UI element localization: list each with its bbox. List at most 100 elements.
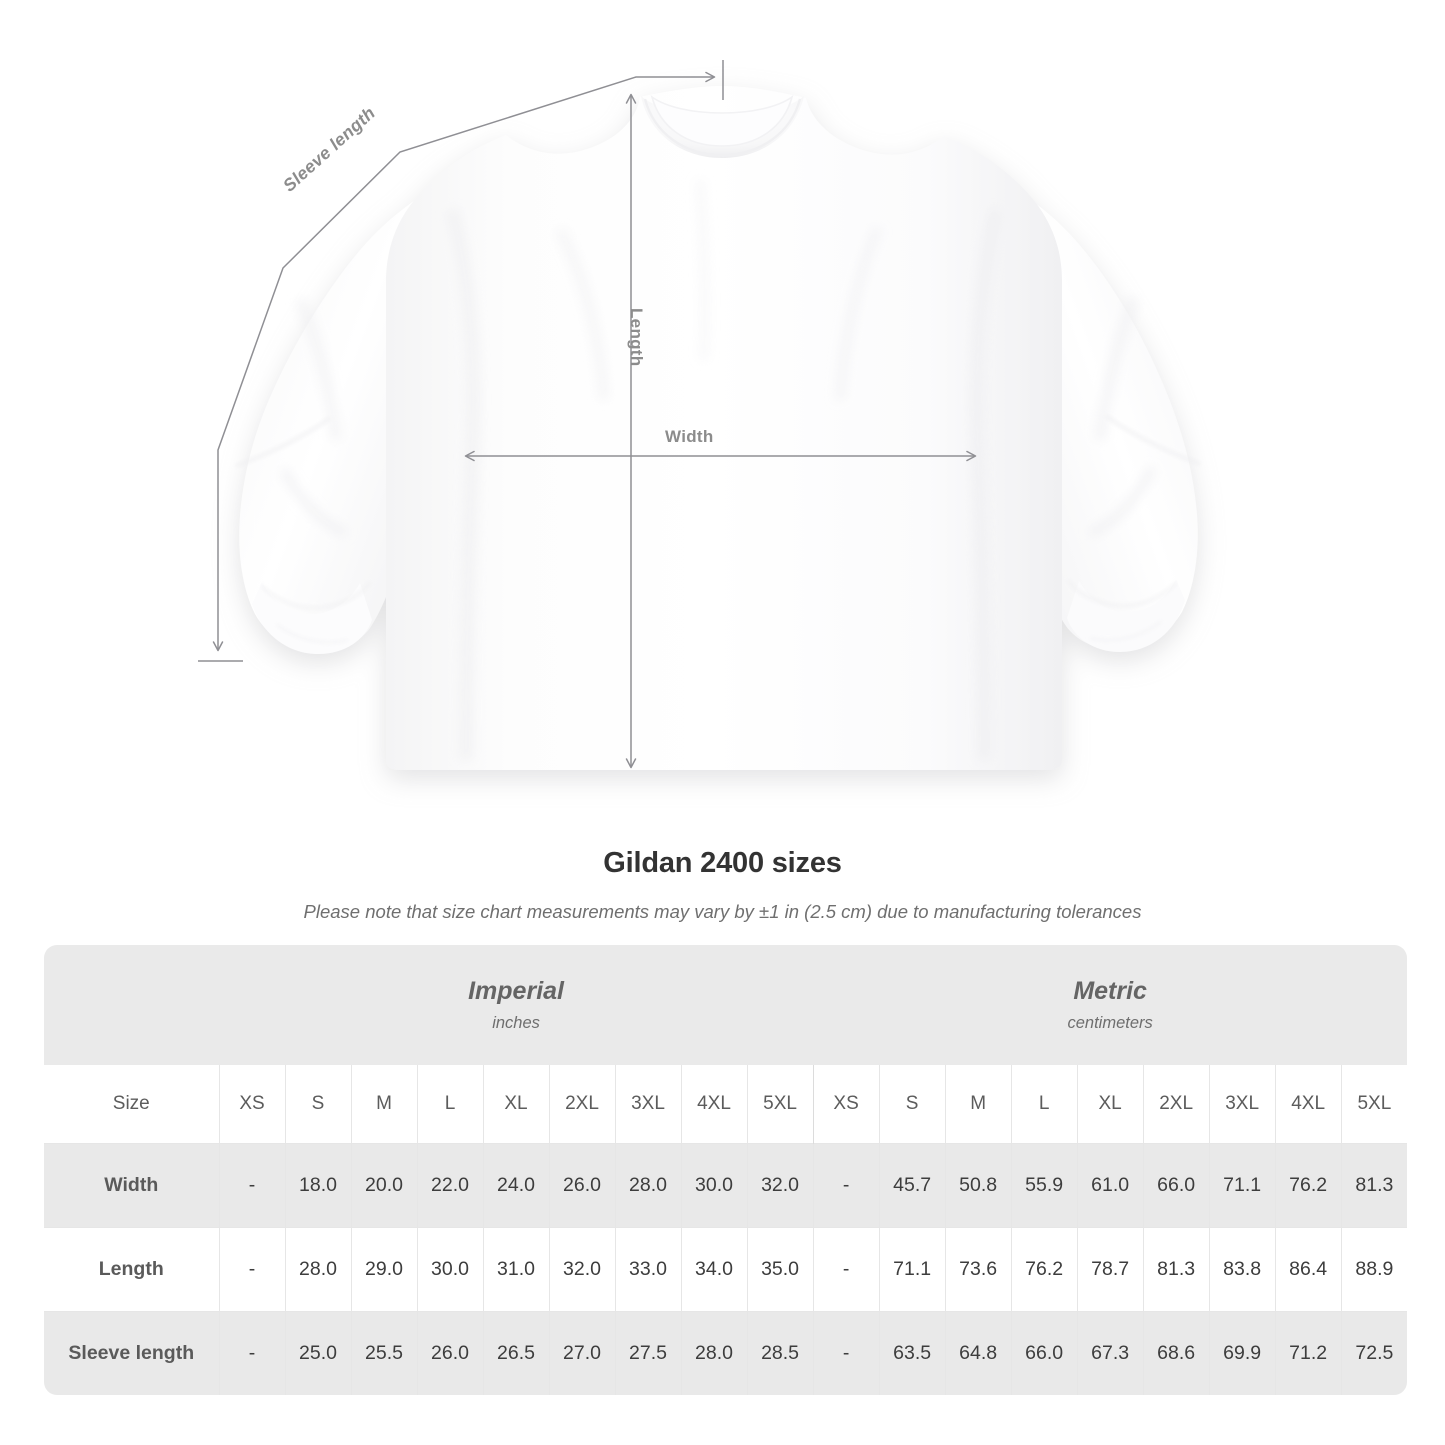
cell-width-metric-xl: 61.0: [1076, 1143, 1144, 1228]
cell-sleeve-imperial-s: 25.0: [284, 1311, 351, 1395]
header-imperial-m: M: [350, 1065, 417, 1144]
cell-width-imperial-s: 18.0: [284, 1143, 351, 1228]
cell-length-imperial-m: 29.0: [350, 1227, 417, 1312]
cell-width-metric-l: 55.9: [1010, 1143, 1078, 1228]
units-imperial-cell: Imperial inches: [219, 945, 814, 1065]
cell-length-imperial-xl: 31.0: [482, 1227, 549, 1312]
cell-width-imperial-2xl: 26.0: [548, 1143, 615, 1228]
measurement-lines: [198, 60, 977, 769]
metric-system-label: Metric: [1073, 977, 1147, 1005]
cell-length-metric-xl: 78.7: [1076, 1227, 1144, 1312]
cell-sleeve-metric-3xl: 69.9: [1208, 1311, 1276, 1395]
cell-sleeve-imperial-xl: 26.5: [482, 1311, 549, 1395]
table-row: Sleeve length - 25.0 25.5 26.0 26.5 27.0…: [44, 1311, 1408, 1395]
header-imperial-l: L: [416, 1065, 483, 1144]
cell-width-imperial-xl: 24.0: [482, 1143, 549, 1228]
cell-length-imperial-5xl: 35.0: [746, 1227, 814, 1312]
cell-width-imperial-5xl: 32.0: [746, 1143, 814, 1228]
length-label: Length: [627, 308, 646, 367]
cell-sleeve-metric-m: 64.8: [944, 1311, 1012, 1395]
cell-width-metric-s: 45.7: [878, 1143, 946, 1228]
sleeve-length-line: [212, 71, 716, 652]
cell-width-metric-5xl: 81.3: [1340, 1143, 1408, 1228]
cell-sleeve-metric-s: 63.5: [878, 1311, 946, 1395]
cell-sleeve-imperial-4xl: 28.0: [680, 1311, 747, 1395]
cell-width-imperial-3xl: 28.0: [614, 1143, 681, 1228]
row-label-sleeve-length: Sleeve length: [44, 1311, 219, 1395]
row-label-width: Width: [44, 1143, 219, 1228]
tolerance-note: Please note that size chart measurements…: [303, 901, 1142, 922]
size-chart-table-wrap: Imperial inches Metric centimeters Size …: [44, 945, 1408, 1395]
table-row: Length - 28.0 29.0 30.0 31.0 32.0 33.0 3…: [44, 1227, 1408, 1312]
cell-sleeve-imperial-3xl: 27.5: [614, 1311, 681, 1395]
cell-sleeve-imperial-l: 26.0: [416, 1311, 483, 1395]
cell-length-imperial-s: 28.0: [284, 1227, 351, 1312]
size-chart-table: Imperial inches Metric centimeters Size …: [44, 945, 1408, 1395]
cell-sleeve-metric-5xl: 72.5: [1340, 1311, 1408, 1395]
header-metric-4xl: 4XL: [1274, 1065, 1342, 1144]
header-imperial-4xl: 4XL: [680, 1065, 747, 1144]
title-block: Gildan 2400 sizes Please note that size …: [0, 845, 1445, 924]
cell-width-metric-m: 50.8: [944, 1143, 1012, 1228]
size-header-row: Size XS S M L XL 2XL 3XL 4XL 5XL XS S M …: [44, 1065, 1408, 1144]
header-metric-s: S: [878, 1065, 946, 1144]
garment-diagram: Sleeve length Length Width: [198, 60, 1201, 770]
units-metric-cell: Metric centimeters: [813, 945, 1408, 1065]
header-metric-3xl: 3XL: [1208, 1065, 1276, 1144]
cell-width-imperial-4xl: 30.0: [680, 1143, 747, 1228]
cell-length-imperial-2xl: 32.0: [548, 1227, 615, 1312]
header-metric-5xl: 5XL: [1340, 1065, 1408, 1144]
cell-length-imperial-4xl: 34.0: [680, 1227, 747, 1312]
header-metric-xs: XS: [812, 1065, 880, 1144]
row-label-length: Length: [44, 1227, 219, 1312]
header-imperial-3xl: 3XL: [614, 1065, 681, 1144]
cell-sleeve-imperial-m: 25.5: [350, 1311, 417, 1395]
header-imperial-2xl: 2XL: [548, 1065, 615, 1144]
header-metric-2xl: 2XL: [1142, 1065, 1210, 1144]
cell-width-imperial-xs: -: [218, 1143, 285, 1228]
cell-sleeve-imperial-2xl: 27.0: [548, 1311, 615, 1395]
width-label: Width: [665, 427, 714, 446]
cell-width-metric-2xl: 66.0: [1142, 1143, 1210, 1228]
header-imperial-xs: XS: [218, 1065, 285, 1144]
table-row: Width - 18.0 20.0 22.0 24.0 26.0 28.0 30…: [44, 1143, 1408, 1228]
cell-length-imperial-l: 30.0: [416, 1227, 483, 1312]
cell-length-metric-l: 76.2: [1010, 1227, 1078, 1312]
imperial-unit-detail: inches: [492, 1014, 540, 1032]
shirt-illustration: [198, 60, 1201, 770]
cell-sleeve-metric-2xl: 68.6: [1142, 1311, 1210, 1395]
cell-length-metric-xs: -: [812, 1227, 880, 1312]
cell-length-imperial-xs: -: [218, 1227, 285, 1312]
imperial-system-label: Imperial: [468, 977, 564, 1005]
cell-width-metric-3xl: 71.1: [1208, 1143, 1276, 1228]
cell-length-metric-2xl: 81.3: [1142, 1227, 1210, 1312]
cell-sleeve-metric-4xl: 71.2: [1274, 1311, 1342, 1395]
cell-length-metric-m: 73.6: [944, 1227, 1012, 1312]
cell-width-imperial-m: 20.0: [350, 1143, 417, 1228]
header-imperial-5xl: 5XL: [746, 1065, 814, 1144]
shirt-body: [386, 86, 1062, 770]
units-blank-cell: [44, 945, 219, 1065]
header-size-label: Size: [44, 1065, 219, 1144]
units-header-row: Imperial inches Metric centimeters: [44, 945, 1408, 1065]
cell-width-imperial-l: 22.0: [416, 1143, 483, 1228]
cell-length-metric-4xl: 86.4: [1274, 1227, 1342, 1312]
header-metric-m: M: [944, 1065, 1012, 1144]
page-title: Gildan 2400 sizes: [603, 847, 842, 879]
metric-unit-detail: centimeters: [1067, 1014, 1153, 1032]
cell-sleeve-imperial-xs: -: [218, 1311, 285, 1395]
cell-length-imperial-3xl: 33.0: [614, 1227, 681, 1312]
cell-sleeve-metric-xl: 67.3: [1076, 1311, 1144, 1395]
header-imperial-xl: XL: [482, 1065, 549, 1144]
shirt-body-group: [239, 86, 1198, 770]
cell-width-metric-xs: -: [812, 1143, 880, 1228]
header-metric-l: L: [1010, 1065, 1078, 1144]
cell-width-metric-4xl: 76.2: [1274, 1143, 1342, 1228]
cell-sleeve-metric-xs: -: [812, 1311, 880, 1395]
cell-length-metric-3xl: 83.8: [1208, 1227, 1276, 1312]
cell-length-metric-s: 71.1: [878, 1227, 946, 1312]
cell-sleeve-metric-l: 66.0: [1010, 1311, 1078, 1395]
cell-sleeve-imperial-5xl: 28.5: [746, 1311, 814, 1395]
cell-length-metric-5xl: 88.9: [1340, 1227, 1408, 1312]
header-imperial-s: S: [284, 1065, 351, 1144]
